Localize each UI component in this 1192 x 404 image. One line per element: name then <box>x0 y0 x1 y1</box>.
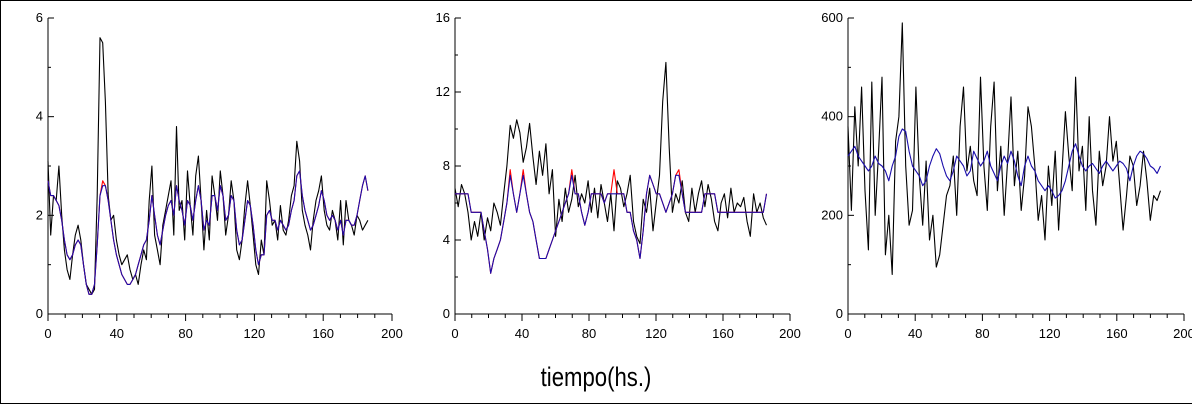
x-tick-label: 0 <box>451 326 458 341</box>
x-tick-label: 40 <box>110 326 124 341</box>
x-tick-label: 40 <box>908 326 922 341</box>
y-tick-label: 4 <box>36 109 43 124</box>
y-tick-label: 600 <box>821 10 843 25</box>
y-tick-label: 6 <box>36 10 43 25</box>
y-tick-label: 16 <box>436 10 450 25</box>
y-tick-label: 12 <box>436 84 450 99</box>
y-tick-label: 400 <box>821 109 843 124</box>
x-tick-label: 80 <box>178 326 192 341</box>
series-line-1 <box>454 61 768 245</box>
y-tick-label: 8 <box>443 158 450 173</box>
x-tick-label: 200 <box>779 326 801 341</box>
x-tick-label: 80 <box>975 326 989 341</box>
x-tick-label: 120 <box>1039 326 1061 341</box>
x-tick-label: 120 <box>244 326 266 341</box>
series-line-2 <box>847 128 1161 199</box>
series-line-3 <box>47 170 369 295</box>
y-tick-label: 4 <box>443 232 450 247</box>
y-tick-label: 0 <box>36 306 43 321</box>
series-line-2 <box>455 169 768 274</box>
panel-1: 0 2 4 6 0 40 80 120 160 200 <box>36 10 403 341</box>
x-tick-label: 80 <box>582 326 596 341</box>
panel-3: 0 200 400 600 0 40 80 120 160 200 <box>821 10 1192 341</box>
series-line-3 <box>455 174 768 274</box>
x-tick-label: 160 <box>312 326 334 341</box>
y-tick-label: 0 <box>443 306 450 321</box>
series-line-1 <box>47 37 369 295</box>
x-tick-label: 200 <box>381 326 403 341</box>
x-tick-label: 0 <box>44 326 51 341</box>
x-tick-label: 40 <box>515 326 529 341</box>
x-tick-label: 120 <box>645 326 667 341</box>
y-tick-label: 0 <box>836 306 843 321</box>
series-line-1 <box>847 22 1162 276</box>
x-tick-label: 200 <box>1173 326 1192 341</box>
x-tick-label: 160 <box>712 326 734 341</box>
x-tick-label: 0 <box>844 326 851 341</box>
x-tick-label: 160 <box>1106 326 1128 341</box>
x-axis-label: tiempo(hs.) <box>540 362 652 392</box>
y-tick-label: 2 <box>36 207 43 222</box>
y-tick-label: 200 <box>821 207 843 222</box>
